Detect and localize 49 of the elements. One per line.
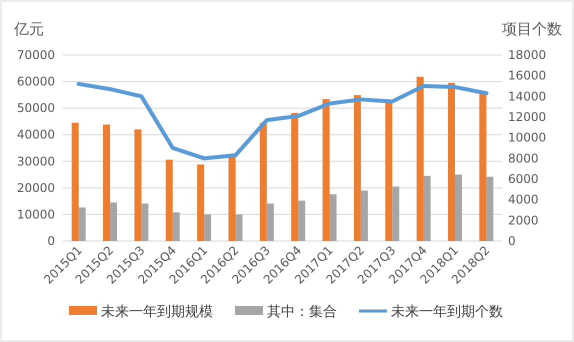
y2-tick-label: 6000 <box>508 172 539 186</box>
bar <box>479 93 486 241</box>
bar <box>330 194 337 241</box>
bar <box>354 95 361 241</box>
bar <box>110 202 118 241</box>
bar <box>424 176 431 241</box>
bar <box>172 212 180 241</box>
bar <box>197 164 204 241</box>
y2-tick-label: 8000 <box>508 151 539 166</box>
bar <box>266 204 274 241</box>
y2-tick-label: 0 <box>508 234 516 248</box>
y2-tick-label: 14000 <box>508 89 546 104</box>
bar <box>103 124 110 241</box>
bar <box>204 214 212 241</box>
legend-label: 其中：集合 <box>267 304 337 320</box>
bar <box>454 174 462 241</box>
y2-tick-label: 16000 <box>508 68 546 83</box>
bar <box>360 190 368 241</box>
y-tick-label: 60000 <box>16 74 55 89</box>
y-tick-label: 40000 <box>16 128 55 142</box>
y-tick-label: 10000 <box>16 207 55 222</box>
bar <box>260 122 267 241</box>
bar <box>141 204 148 241</box>
bar <box>486 176 494 241</box>
bar <box>322 99 330 241</box>
bar <box>392 186 400 241</box>
bar <box>72 122 79 241</box>
bar <box>235 214 242 241</box>
y-tick-label: 50000 <box>16 101 55 116</box>
y-tick-label: 30000 <box>16 154 55 168</box>
y-tick-label: 0 <box>47 234 55 248</box>
y2-tick-label: 10000 <box>508 130 546 145</box>
y2-tick-label: 4000 <box>508 192 539 207</box>
y-axis-title: 亿元 <box>13 20 44 38</box>
bar <box>448 82 455 241</box>
legend-label: 未来一年到期个数 <box>391 304 503 320</box>
legend-label: 未来一年到期规模 <box>101 304 213 320</box>
y-tick-label: 70000 <box>16 48 55 62</box>
bar <box>78 208 86 241</box>
y2-tick-label: 18000 <box>508 48 546 62</box>
bar <box>134 129 142 241</box>
bar <box>298 200 306 241</box>
bar <box>166 160 173 241</box>
y2-tick-label: 12000 <box>508 110 546 124</box>
y2-tick-label: 2000 <box>508 213 539 228</box>
bar <box>416 76 424 241</box>
bar <box>291 112 298 241</box>
y-tick-label: 20000 <box>16 180 55 195</box>
y2-axis-title: 项目个数 <box>502 20 562 38</box>
